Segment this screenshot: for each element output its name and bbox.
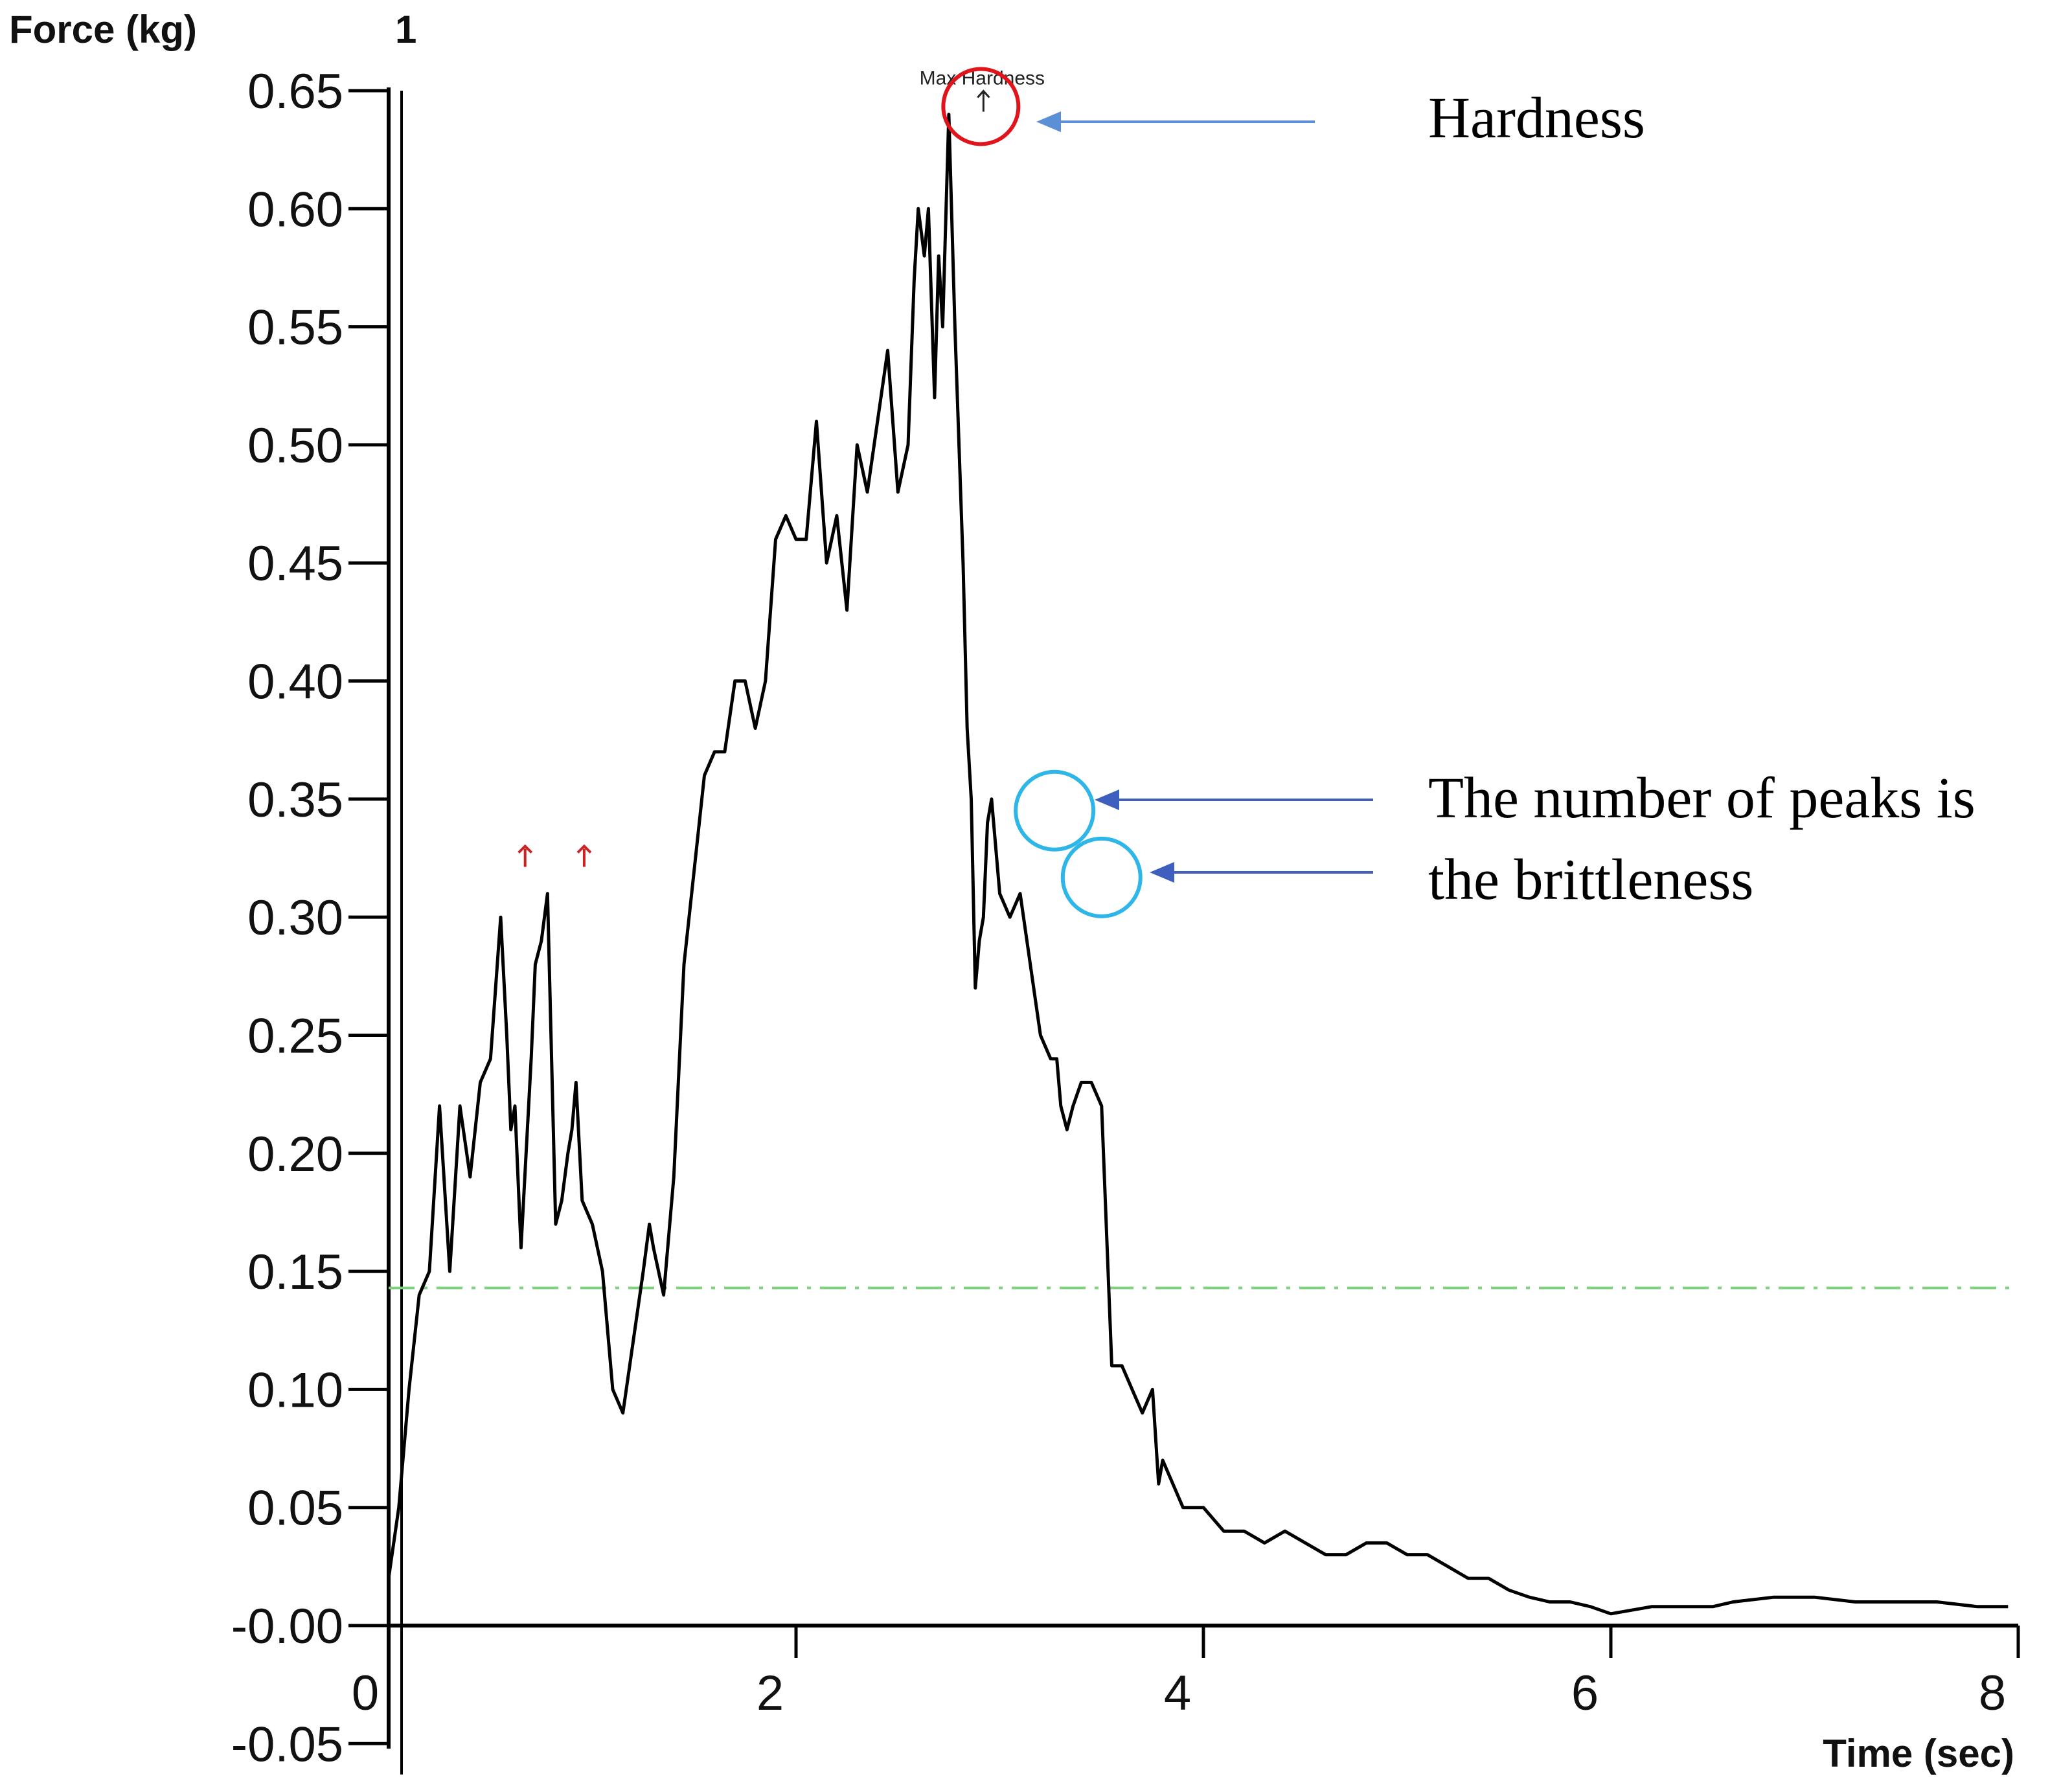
x-tick-label-3: 6 bbox=[1571, 1666, 1599, 1721]
y-tick-label-0: 0.65 bbox=[247, 64, 343, 119]
hardness-arrow-head bbox=[1036, 111, 1061, 132]
y-tick-label-9: 0.20 bbox=[247, 1127, 343, 1182]
hardness-annotation: Hardness bbox=[1428, 86, 1645, 150]
peak-markers bbox=[518, 844, 592, 867]
y-tick-label-4: 0.45 bbox=[247, 536, 343, 591]
x-axis-ticks: 0 2 4 6 8 bbox=[352, 1626, 2020, 1721]
peak-arrow-2-head bbox=[1150, 862, 1174, 883]
y-tick-label-2: 0.55 bbox=[247, 301, 343, 356]
y-tick-label-14: -0.05 bbox=[231, 1717, 343, 1772]
max-hardness-marker bbox=[977, 89, 990, 112]
hardness-circle bbox=[941, 67, 1021, 146]
annotation-arrows bbox=[1036, 111, 1373, 883]
brittleness-annotation-line2: the brittleness bbox=[1428, 848, 1753, 912]
y-channel-label: 1 bbox=[395, 8, 416, 51]
max-hardness-label: Max Hardness bbox=[920, 67, 1045, 89]
y-tick-label-6: 0.35 bbox=[247, 773, 343, 828]
x-tick-label-1: 2 bbox=[757, 1666, 784, 1721]
y-tick-label-10: 0.15 bbox=[247, 1245, 343, 1300]
x-axis-title: Time (sec) bbox=[1823, 1732, 2014, 1775]
y-tick-label-13: -0.00 bbox=[231, 1599, 343, 1654]
x-tick-label-0: 0 bbox=[352, 1666, 379, 1721]
y-tick-label-11: 0.10 bbox=[247, 1363, 343, 1418]
y-axis-ticks: 0.65 0.60 0.55 0.50 0.45 0.40 0.35 0.30 0.25 0.20… bbox=[231, 64, 389, 1772]
x-tick-label-2: 4 bbox=[1164, 1666, 1191, 1721]
y-tick-label-1: 0.60 bbox=[247, 182, 343, 237]
peak-circle-2 bbox=[1060, 836, 1143, 918]
y-tick-label-12: 0.05 bbox=[247, 1481, 343, 1536]
series-line-force bbox=[387, 113, 2009, 1616]
peak-marker-0 bbox=[518, 844, 533, 867]
y-tick-label-8: 0.25 bbox=[247, 1008, 343, 1063]
brittleness-annotation-line1: The number of peaks is bbox=[1428, 766, 1975, 830]
peak-arrow-1-head bbox=[1095, 789, 1119, 810]
peak-circle-1 bbox=[1014, 769, 1096, 852]
y-tick-label-5: 0.40 bbox=[247, 655, 343, 710]
peak-marker-1 bbox=[576, 844, 592, 867]
y-tick-label-7: 0.30 bbox=[247, 890, 343, 946]
x-tick-label-4: 8 bbox=[1979, 1666, 2006, 1721]
max-marker-arrow bbox=[977, 89, 990, 112]
y-axis-title: Force (kg) bbox=[9, 8, 197, 51]
y-tick-label-3: 0.50 bbox=[247, 418, 343, 473]
